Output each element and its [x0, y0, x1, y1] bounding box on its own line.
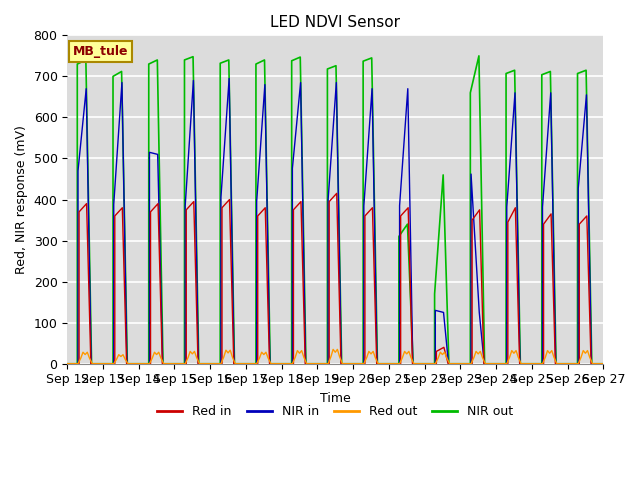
- Title: LED NDVI Sensor: LED NDVI Sensor: [270, 15, 400, 30]
- Y-axis label: Red, NIR response (mV): Red, NIR response (mV): [15, 125, 28, 274]
- Text: MB_tule: MB_tule: [72, 45, 128, 58]
- X-axis label: Time: Time: [320, 392, 351, 405]
- Legend: Red in, NIR in, Red out, NIR out: Red in, NIR in, Red out, NIR out: [152, 400, 518, 423]
